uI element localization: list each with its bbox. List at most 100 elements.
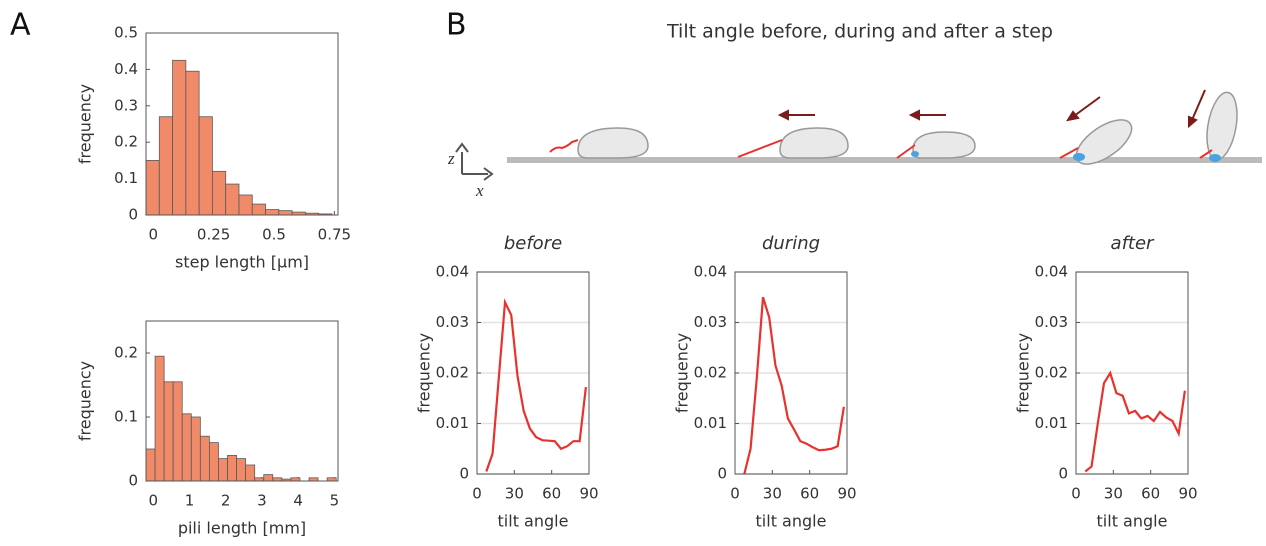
x-tick-label: 5 — [330, 492, 340, 510]
bar — [225, 183, 240, 216]
pilus — [549, 139, 579, 153]
bar — [185, 70, 200, 216]
y-tick-label: 0.3 — [114, 96, 138, 114]
axes-icon — [461, 152, 488, 175]
bar — [198, 116, 213, 216]
x-tick-label: 90 — [1178, 485, 1197, 503]
x-tick-label: 0 — [1071, 485, 1081, 503]
y-tick-label: 0.03 — [436, 313, 469, 331]
x-tick-label: 30 — [505, 485, 524, 503]
x-tick-label: 0.25 — [197, 226, 230, 244]
bar — [154, 355, 165, 482]
y-tick-label: 0.02 — [694, 364, 727, 382]
pili — [549, 139, 1213, 159]
figure-title: Tilt angle before, during and after a st… — [666, 21, 1053, 43]
chart-title: after — [1111, 233, 1155, 254]
y-tick-label: 0 — [128, 472, 138, 490]
x-tick-label: 0 — [148, 226, 158, 244]
bar — [212, 170, 227, 216]
y-tick-label: 0 — [1058, 465, 1068, 483]
arrow-head — [1188, 115, 1198, 129]
axes-icon — [455, 142, 494, 181]
y-axis-label: frequency — [673, 333, 692, 413]
y-tick-label: 0.5 — [114, 24, 138, 42]
x-tick-label: 0.75 — [318, 226, 351, 244]
y-tick-label: 0.2 — [114, 344, 138, 362]
bar — [263, 474, 274, 482]
arrow — [1073, 96, 1101, 117]
panel-label: B — [446, 8, 467, 43]
x-tick-label: 0 — [472, 485, 482, 503]
arrow-head — [1065, 110, 1080, 122]
y-tick-label: 0.04 — [436, 263, 469, 281]
y-tick-label: 0.4 — [114, 60, 138, 78]
y-tick-label: 0.1 — [114, 169, 138, 187]
plot-frame — [145, 32, 339, 216]
y-tick-label: 0.01 — [436, 414, 469, 432]
y-axis-label: frequency — [76, 84, 95, 164]
bar — [238, 194, 253, 216]
arrow — [1191, 89, 1206, 121]
y-tick-label: 0.02 — [1035, 364, 1068, 382]
arrow-head — [777, 109, 789, 121]
bar — [245, 464, 256, 482]
x-tick-label: 90 — [579, 485, 598, 503]
y-axis-label: frequency — [1014, 333, 1033, 413]
line — [485, 298, 587, 472]
y-tick-label: 0.1 — [114, 408, 138, 426]
contact — [1073, 153, 1085, 161]
y-axis-label: frequency — [76, 361, 95, 441]
chart-title: before — [504, 233, 562, 254]
y-tick-label: 0.04 — [1035, 263, 1068, 281]
y-tick-label: 0.2 — [114, 133, 138, 151]
bar — [172, 59, 187, 216]
cell — [577, 127, 649, 159]
contacts — [911, 151, 1221, 162]
bar — [208, 442, 219, 482]
bar — [145, 448, 156, 482]
pilus — [737, 139, 783, 158]
cell — [1075, 119, 1133, 165]
bar — [158, 116, 173, 216]
axis-label: z — [447, 149, 455, 168]
x-tick-label: 0.5 — [262, 226, 286, 244]
x-tick-label: 1 — [185, 492, 195, 510]
bar — [145, 159, 160, 216]
bar — [265, 209, 280, 216]
x-tick-label: 60 — [542, 485, 561, 503]
y-tick-label: 0 — [459, 465, 469, 483]
plot-frame — [476, 271, 590, 475]
schematic: z x — [447, 89, 1262, 200]
pilus — [1059, 147, 1079, 159]
y-tick-label: 0.01 — [1035, 414, 1068, 432]
y-tick-label: 0.04 — [694, 263, 727, 281]
x-axis-label: pili length [mm] — [178, 519, 306, 538]
y-tick-label: 0.02 — [436, 364, 469, 382]
x-tick-label: 4 — [293, 492, 303, 510]
bar — [278, 210, 293, 216]
bar — [218, 458, 228, 482]
x-axis-label: tilt angle — [1097, 512, 1168, 531]
x-tick-label: 0 — [730, 485, 740, 503]
pilus — [896, 144, 916, 159]
plot-frame — [145, 320, 339, 482]
arrow-head — [908, 109, 920, 121]
x-axis-label: step length [μm] — [175, 253, 309, 272]
cell — [1206, 91, 1238, 161]
bar — [163, 381, 174, 482]
contact — [911, 151, 919, 157]
x-axis-label: tilt angle — [756, 512, 827, 531]
plot-frame — [734, 271, 848, 475]
x-tick-label: 60 — [800, 485, 819, 503]
panel-label: A — [10, 8, 31, 43]
bar — [251, 203, 266, 216]
x-tick-label: 60 — [1141, 485, 1160, 503]
bar — [181, 413, 192, 482]
plot-frame — [1075, 271, 1189, 475]
y-tick-label: 0 — [128, 206, 138, 224]
pilus — [1199, 149, 1213, 159]
x-tick-label: 30 — [1104, 485, 1123, 503]
bar — [190, 416, 201, 482]
line — [1084, 370, 1186, 473]
